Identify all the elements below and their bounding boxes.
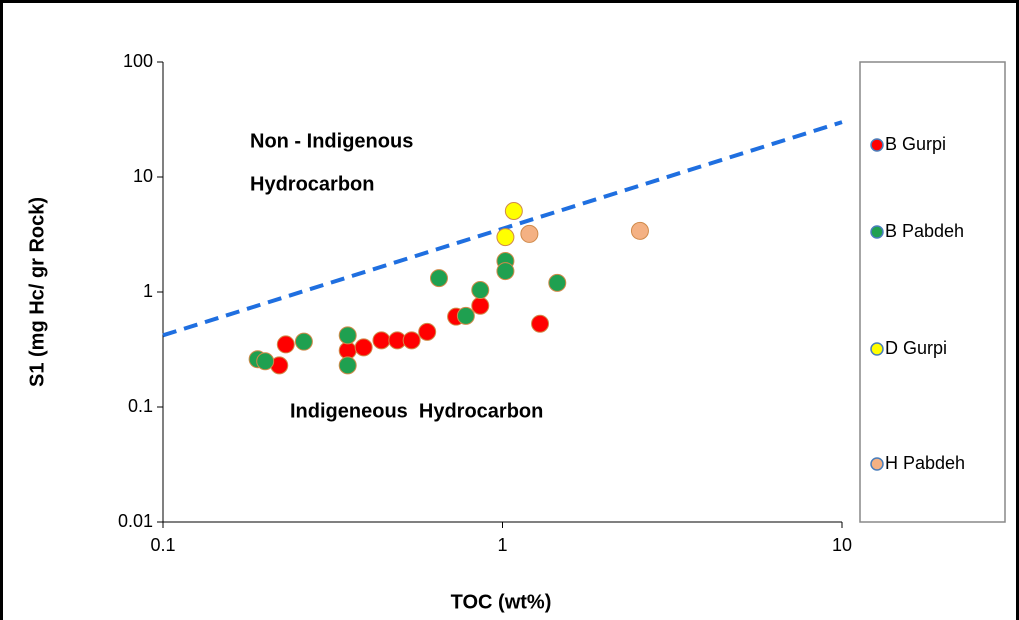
data-point: [402, 331, 421, 350]
data-point: [531, 314, 550, 333]
x-tick-label: 10: [832, 535, 852, 555]
data-point: [630, 221, 649, 240]
y-tick-label: 0.01: [118, 511, 153, 531]
x-axis-label: TOC (wt%): [451, 591, 552, 613]
y-tick-label: 100: [123, 51, 153, 71]
data-point: [429, 269, 448, 288]
annotation: Hydrocarbon: [250, 173, 374, 195]
legend-marker: [870, 138, 884, 152]
legend-marker: [870, 457, 884, 471]
data-point: [354, 338, 373, 357]
x-tick-label: 0.1: [150, 535, 175, 555]
data-point: [471, 296, 490, 315]
y-axis-label: S1 (mg Hc/ gr Rock): [26, 197, 48, 387]
data-point: [338, 356, 357, 375]
data-point: [496, 262, 515, 281]
data-point: [520, 224, 539, 243]
data-point: [294, 332, 313, 351]
legend-box: [859, 61, 1006, 523]
legend-marker: [870, 342, 884, 356]
data-point: [504, 202, 523, 221]
data-point: [338, 326, 357, 345]
y-tick-label: 1: [143, 281, 153, 301]
data-point: [256, 352, 275, 371]
x-tick-label: 1: [497, 535, 507, 555]
legend-marker: [870, 225, 884, 239]
annotation: Indigeneous Hydrocarbon: [290, 400, 543, 422]
legend-label: B Pabdeh: [885, 221, 964, 241]
data-point: [471, 281, 490, 300]
data-point: [456, 306, 475, 325]
data-point: [548, 273, 567, 292]
data-point: [372, 331, 391, 350]
data-point: [418, 322, 437, 341]
legend-label: B Gurpi: [885, 134, 946, 154]
legend-label: H Pabdeh: [885, 453, 965, 473]
y-tick-label: 0.1: [128, 396, 153, 416]
legend-label: D Gurpi: [885, 338, 947, 358]
y-tick-label: 10: [133, 166, 153, 186]
data-point: [276, 335, 295, 354]
data-point: [496, 228, 515, 247]
annotation: Non - Indigenous: [250, 130, 413, 152]
